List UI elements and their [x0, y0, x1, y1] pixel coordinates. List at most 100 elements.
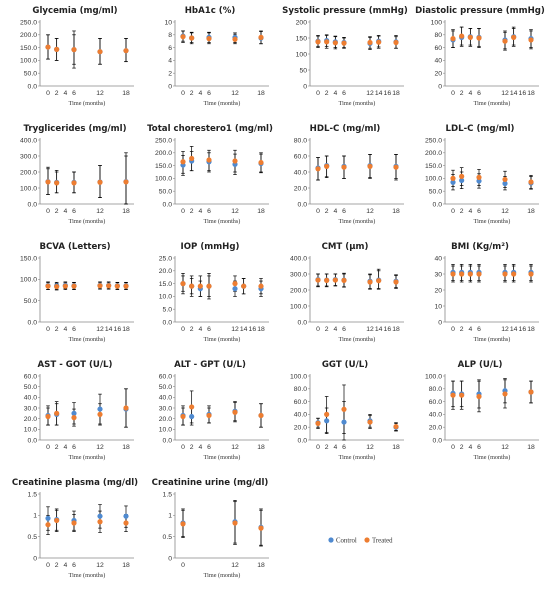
chart-panel: Creatinine plasma (mg/dl)00.511.50 2 4 6 12 1… — [12, 478, 138, 579]
x-tick-label: 2 — [190, 326, 194, 333]
y-tick-label: 100.0 — [290, 373, 307, 380]
chart-panel: Tryglicerides (mg/ml) 0.0 100.0 200.0 300.0 4… — [20, 124, 134, 225]
control-point — [459, 177, 465, 184]
treated-point — [114, 283, 120, 289]
y-tick-label: 60.0 — [294, 153, 307, 160]
treated-point — [206, 412, 212, 419]
x-tick-label: 12 — [501, 208, 509, 215]
treated-point — [367, 419, 373, 425]
x-tick-label: 14 — [510, 326, 518, 333]
treated-point — [315, 166, 321, 172]
treated-point — [315, 420, 321, 426]
treated-point — [332, 40, 338, 46]
x-tick-label: 14 — [375, 90, 383, 97]
x-tick-label: 4 — [198, 90, 202, 97]
x-axis-label: Time (months) — [69, 572, 106, 579]
treated-point — [189, 283, 195, 289]
y-tick-label: 50.0 — [24, 298, 37, 305]
x-tick-label: 12 — [231, 562, 239, 569]
x-tick-label: 14 — [105, 326, 113, 333]
x-tick-label: 18 — [257, 90, 265, 97]
y-tick-label: 20.0 — [24, 416, 37, 423]
y-tick-label: 300.0 — [290, 271, 307, 278]
x-tick-label: 18 — [122, 326, 130, 333]
treated-point — [476, 35, 482, 41]
treated-point — [206, 157, 212, 163]
treated-point — [206, 283, 212, 289]
treated-point — [180, 281, 186, 287]
x-tick-label: 4 — [333, 90, 337, 97]
chart-title: LDL-C (mg/ml) — [446, 124, 515, 134]
treated-point — [476, 174, 482, 180]
treated-point — [62, 283, 68, 289]
treated-point — [258, 159, 264, 166]
x-tick-label: 18 — [527, 326, 535, 333]
x-tick-label: 18 — [527, 444, 535, 451]
x-tick-label: 2 — [190, 444, 194, 451]
legend-treated-label: Treated — [372, 538, 393, 545]
chart-title: Creatinine plasma (mg/dl) — [12, 478, 138, 488]
treated-point — [502, 271, 508, 277]
y-tick-label: 40.0 — [159, 395, 172, 402]
y-tick-label: 60 — [434, 45, 442, 52]
x-tick-label: 12 — [96, 326, 104, 333]
treated-point — [54, 410, 60, 416]
x-axis-label: Time (months) — [339, 336, 376, 343]
x-tick-label: 18 — [257, 208, 265, 215]
y-tick-label: 100.0 — [20, 58, 37, 65]
y-tick-label: 80.0 — [429, 386, 442, 393]
x-tick-label: 0 — [46, 208, 50, 215]
y-tick-label: 0.0 — [163, 437, 173, 444]
x-axis-label: Time (months) — [69, 336, 106, 343]
x-tick-label: 2 — [460, 90, 464, 97]
y-tick-label: 0.0 — [163, 319, 173, 326]
x-tick-label: 2 — [460, 326, 464, 333]
legend-treated-marker — [364, 537, 370, 543]
y-tick-label: 150 — [296, 35, 308, 42]
treated-point — [528, 271, 534, 277]
x-tick-label: 6 — [342, 90, 346, 97]
treated-point — [502, 176, 508, 183]
x-tick-label: 0 — [46, 562, 50, 569]
x-axis-label: Time (months) — [69, 100, 106, 107]
treated-point — [393, 423, 399, 430]
chart-panel: Creatinine urine (mg/dl) 0 0.5 1 1.5 0 12 18 Tim… — [152, 478, 269, 579]
x-tick-label: 18 — [392, 208, 400, 215]
x-tick-label: 6 — [477, 208, 481, 215]
treated-point — [367, 39, 373, 46]
chart-panel: IOP (mmHg) 0.0 5.0 10.0 15.0 20.0 25.0 0 2 4 6 12 14… — [159, 242, 269, 343]
x-tick-label: 16 — [519, 326, 527, 333]
treated-point — [97, 411, 103, 417]
x-tick-label: 4 — [63, 326, 67, 333]
y-tick-label: 0.5 — [28, 534, 38, 541]
treated-point — [511, 271, 517, 277]
y-tick-label: 60.0 — [294, 399, 307, 406]
treated-point — [324, 39, 330, 45]
treated-point — [180, 34, 186, 40]
treated-point — [180, 159, 186, 165]
y-tick-label: 50.0 — [159, 189, 172, 196]
chart-panel: Glycemia (mg/ml) 0.0 50.0 100.0 150.0 200.0 25… — [20, 6, 134, 107]
treated-point — [97, 179, 103, 185]
x-tick-label: 0 — [181, 90, 185, 97]
y-tick-label: 40 — [434, 255, 442, 262]
treated-point — [376, 278, 382, 284]
treated-point — [367, 279, 373, 285]
y-tick-label: 8 — [168, 32, 172, 39]
x-tick-label: 6 — [72, 90, 76, 97]
treated-point — [450, 175, 456, 181]
x-tick-label: 2 — [55, 208, 59, 215]
treated-point — [459, 33, 465, 39]
x-tick-label: 18 — [257, 444, 265, 451]
y-tick-label: 200.0 — [290, 287, 307, 294]
x-tick-label: 12 — [366, 90, 374, 97]
x-tick-label: 0 — [181, 326, 185, 333]
x-tick-label: 0 — [316, 326, 320, 333]
y-tick-label: 4 — [168, 58, 172, 65]
x-tick-label: 0 — [181, 208, 185, 215]
x-tick-label: 12 — [501, 444, 509, 451]
y-tick-label: 30.0 — [24, 405, 37, 412]
x-tick-label: 6 — [342, 326, 346, 333]
x-tick-label: 18 — [392, 90, 400, 97]
